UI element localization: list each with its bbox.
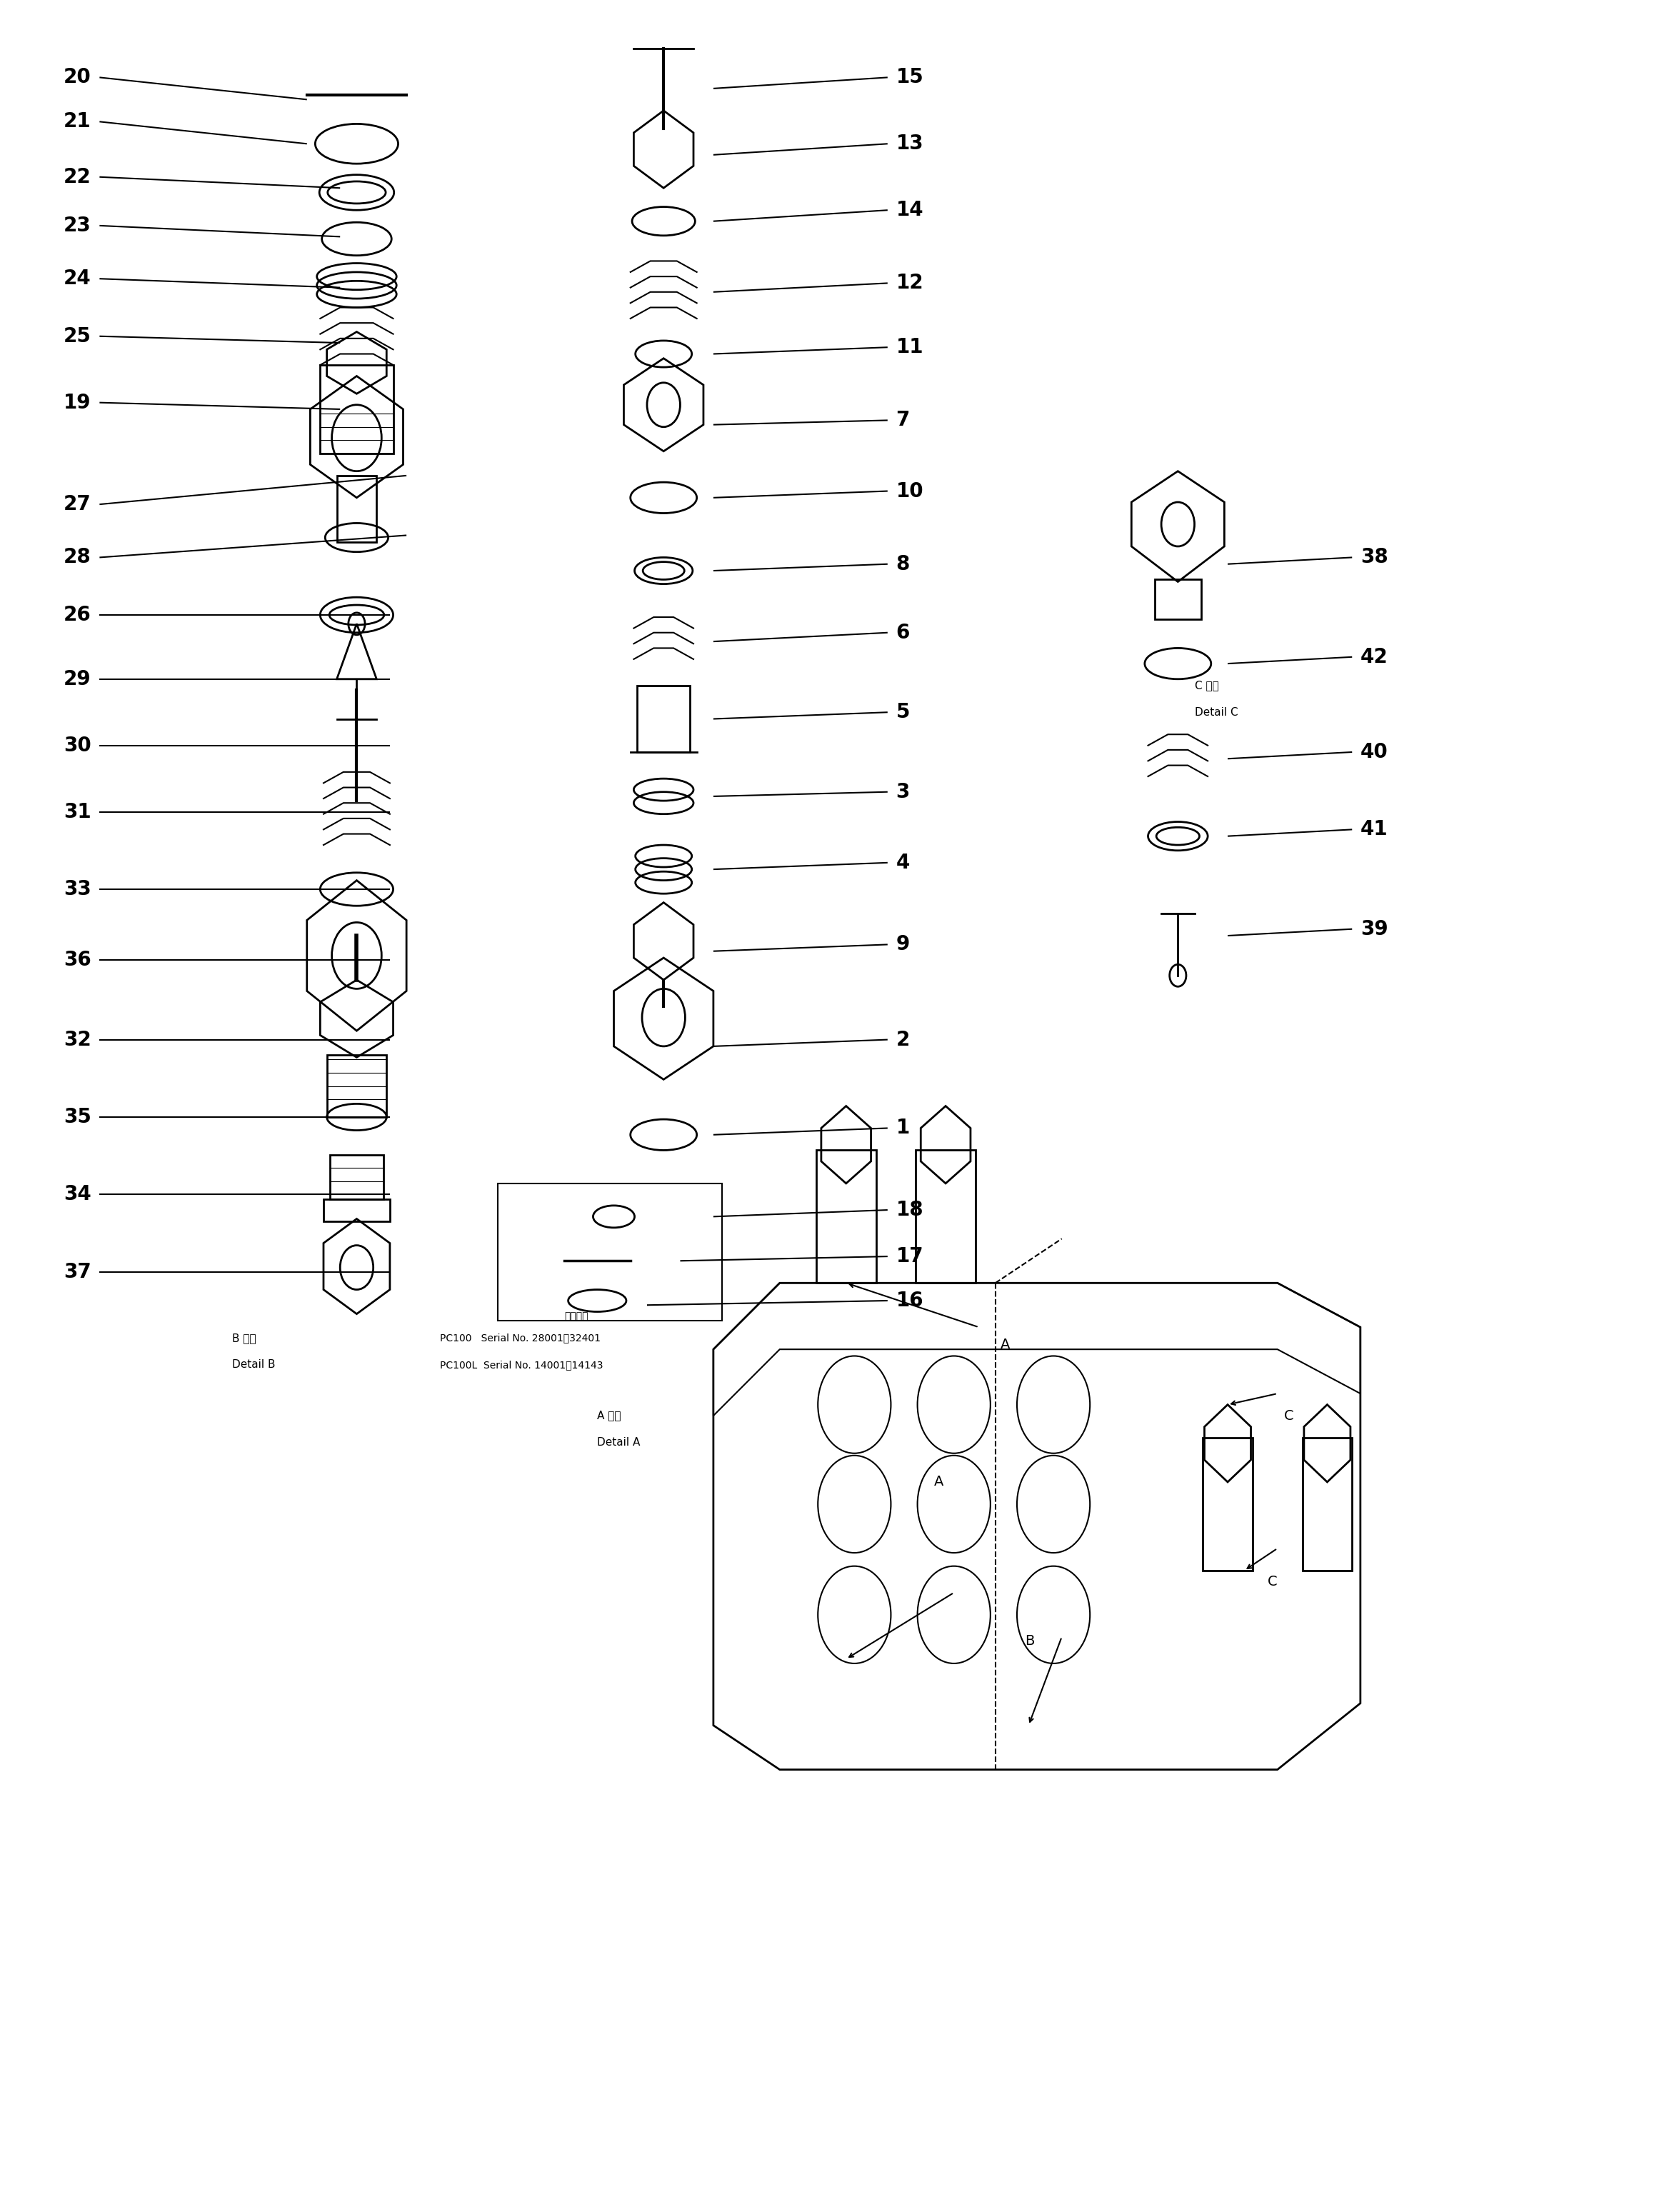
Bar — [324, 1199, 390, 1221]
Text: A: A — [1000, 1338, 1010, 1352]
Bar — [916, 1150, 975, 1283]
Text: 15: 15 — [896, 66, 924, 88]
Text: 7: 7 — [896, 409, 909, 431]
Text: C: C — [1267, 1575, 1277, 1588]
Text: 26: 26 — [63, 604, 91, 626]
Text: 10: 10 — [896, 480, 924, 502]
Text: 23: 23 — [63, 215, 91, 237]
Text: 20: 20 — [63, 66, 91, 88]
Text: B 詳細: B 詳細 — [232, 1334, 255, 1343]
Text: A 詳細: A 詳細 — [597, 1411, 620, 1420]
Text: 28: 28 — [63, 546, 91, 568]
Text: 19: 19 — [63, 392, 91, 414]
Text: 9: 9 — [896, 933, 909, 956]
Text: 12: 12 — [896, 272, 924, 294]
Bar — [1203, 1438, 1253, 1571]
Text: C 詳細: C 詳細 — [1194, 681, 1219, 690]
Text: 27: 27 — [63, 493, 91, 515]
Text: 2: 2 — [896, 1029, 909, 1051]
Text: 5: 5 — [896, 701, 909, 723]
Text: B: B — [1025, 1635, 1035, 1648]
Text: Detail C: Detail C — [1194, 708, 1238, 717]
Text: 3: 3 — [896, 781, 909, 803]
Bar — [1155, 580, 1201, 619]
Bar — [498, 1183, 722, 1321]
Text: 29: 29 — [63, 668, 91, 690]
Text: 18: 18 — [896, 1199, 924, 1221]
Text: 21: 21 — [63, 111, 91, 133]
Text: 31: 31 — [63, 801, 91, 823]
Text: 4: 4 — [896, 852, 909, 874]
Text: 24: 24 — [63, 268, 91, 290]
Text: 36: 36 — [63, 949, 91, 971]
Text: 32: 32 — [63, 1029, 91, 1051]
Text: 6: 6 — [896, 622, 909, 644]
Text: 13: 13 — [896, 133, 924, 155]
Text: 34: 34 — [63, 1183, 91, 1206]
Text: 適用号機: 適用号機 — [564, 1312, 587, 1321]
Bar — [330, 1155, 383, 1199]
Text: 42: 42 — [1360, 646, 1389, 668]
Text: 17: 17 — [896, 1245, 924, 1267]
Bar — [816, 1150, 876, 1283]
Text: 8: 8 — [896, 553, 909, 575]
Text: 30: 30 — [63, 734, 91, 757]
Text: 41: 41 — [1360, 818, 1389, 841]
Bar — [1302, 1438, 1352, 1571]
Text: PC100   Serial No. 28001～32401: PC100 Serial No. 28001～32401 — [440, 1334, 601, 1343]
Bar — [337, 476, 377, 542]
Text: 14: 14 — [896, 199, 924, 221]
Text: 16: 16 — [896, 1290, 924, 1312]
Text: Detail B: Detail B — [232, 1360, 275, 1369]
Text: 38: 38 — [1360, 546, 1389, 568]
Bar — [637, 686, 690, 752]
Text: 39: 39 — [1360, 918, 1389, 940]
Text: 1: 1 — [896, 1117, 909, 1139]
Text: 37: 37 — [63, 1261, 91, 1283]
Bar — [327, 1055, 387, 1117]
Text: A: A — [934, 1475, 944, 1489]
Text: 22: 22 — [63, 166, 91, 188]
Text: C: C — [1284, 1409, 1294, 1422]
Bar — [320, 365, 393, 453]
Text: 11: 11 — [896, 336, 924, 358]
Text: 25: 25 — [63, 325, 91, 347]
Text: 33: 33 — [63, 878, 91, 900]
Text: Detail A: Detail A — [597, 1438, 640, 1447]
Text: 40: 40 — [1360, 741, 1389, 763]
Text: 35: 35 — [63, 1106, 91, 1128]
Text: PC100L  Serial No. 14001～14143: PC100L Serial No. 14001～14143 — [440, 1360, 602, 1369]
